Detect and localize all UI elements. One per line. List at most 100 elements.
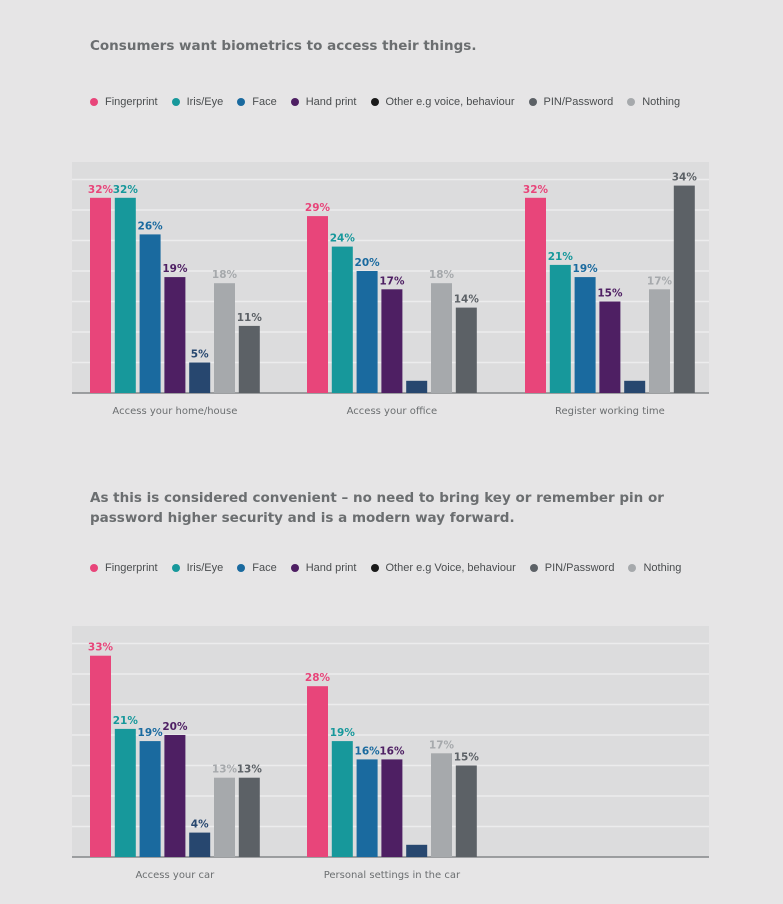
legend-item-pin-password: PIN/Password	[529, 562, 614, 574]
bar-nothing	[431, 753, 452, 857]
legend-label: PIN/Password	[543, 96, 614, 108]
data-label: 32%	[113, 184, 139, 196]
bar-hand-print	[599, 301, 621, 393]
bar-fingerprint	[307, 686, 328, 857]
legend-item-nothing: Nothing	[627, 96, 680, 108]
legend-swatch-nothing	[628, 564, 637, 572]
bar-hand-print	[164, 277, 186, 393]
bar-fingerprint	[90, 655, 111, 857]
bar-hand-print	[381, 289, 403, 393]
chart-title-1: Consumers want biometrics to access thei…	[90, 38, 477, 54]
bar-nothing	[649, 289, 670, 393]
data-label: 17%	[429, 739, 455, 751]
data-label: 34%	[672, 172, 698, 184]
bar-face	[139, 234, 161, 393]
category-label: Access your office	[347, 406, 438, 417]
data-label: 32%	[88, 184, 114, 196]
bar-fingerprint	[90, 197, 111, 393]
bar-hand-print	[381, 759, 403, 857]
legend-label: Fingerprint	[105, 96, 158, 108]
data-label: 15%	[597, 288, 623, 300]
legend-swatch-hand-print	[290, 98, 299, 106]
legend-swatch-fingerprint	[90, 564, 98, 572]
data-label: 19%	[330, 727, 356, 739]
legend-2: Fingerprint Iris/Eye Face Hand print Other e…	[90, 560, 695, 576]
legend-item-iris-eye: Iris/Eye	[171, 562, 224, 574]
legend-label: Iris/Eye	[186, 96, 224, 108]
bar-iris-eye	[114, 728, 136, 857]
legend-item-hand-print: Hand print	[290, 96, 357, 108]
bar-nothing	[214, 283, 235, 393]
bar-iris-eye	[331, 246, 353, 393]
legend-item-hand-print: Hand print	[290, 562, 357, 574]
legend-item-face: Face	[237, 562, 277, 574]
legend-swatch-other-e-g-voice-behaviour	[370, 564, 379, 572]
legend-1: Fingerprint Iris/Eye Face Hand print Other e…	[90, 94, 694, 110]
bar-fingerprint	[525, 197, 546, 393]
category-label: Access your car	[135, 870, 215, 881]
legend-label: Face	[252, 562, 277, 574]
bar-pin-password	[455, 307, 477, 393]
bar-other-e-g-voice-behaviour	[406, 844, 428, 857]
legend-item-other-e-g-voice-behaviour: Other e.g Voice, behaviour	[370, 562, 516, 574]
data-label: 21%	[548, 251, 574, 263]
bar-face	[356, 271, 378, 393]
data-label: 13%	[237, 764, 263, 776]
data-label: 18%	[429, 269, 455, 281]
data-label: 14%	[454, 294, 480, 306]
bar-other-e-g-voice-behaviour	[189, 832, 211, 857]
legend-item-other-e-g-voice-behaviour: Other e.g voice, behaviour	[370, 96, 515, 108]
legend-swatch-pin-password	[529, 564, 538, 572]
data-label: 4%	[191, 819, 209, 831]
bar-iris-eye	[114, 197, 136, 393]
legend-label: Iris/Eye	[186, 562, 224, 574]
data-label: 19%	[573, 263, 599, 275]
legend-swatch-face	[237, 564, 246, 572]
legend-item-fingerprint: Fingerprint	[90, 562, 158, 574]
bar-face	[574, 277, 596, 393]
chart-2: 33%21%19%20%4%13% 13%Access your car28%19…	[72, 626, 709, 881]
data-label: 33%	[88, 642, 114, 654]
data-label: 15%	[454, 752, 480, 764]
data-label: 20%	[355, 257, 381, 269]
bar-fingerprint	[307, 216, 328, 393]
data-label: 19%	[162, 263, 188, 275]
data-label: 17%	[647, 275, 673, 287]
legend-label: Hand print	[305, 562, 357, 574]
chart-1: 32% 32%26%19%5%18%11%Access your home/hou…	[72, 162, 709, 417]
bar-nothing	[214, 777, 235, 857]
data-label: 17%	[379, 275, 405, 287]
data-label: 21%	[113, 715, 139, 727]
legend-item-fingerprint: Fingerprint	[90, 96, 158, 108]
legend-label: Face	[252, 96, 277, 108]
bar-hand-print	[164, 735, 186, 857]
bar-iris-eye	[331, 741, 353, 857]
bar-iris-eye	[549, 264, 571, 393]
data-label: 18%	[212, 269, 238, 281]
legend-swatch-face	[237, 98, 246, 106]
bar-other-e-g-voice-behaviour	[406, 380, 428, 393]
legend-swatch-other-e-g-voice-behaviour	[370, 98, 379, 106]
bar-pin-password	[455, 765, 477, 857]
data-label: 16%	[355, 745, 381, 757]
legend-item-nothing: Nothing	[628, 562, 681, 574]
legend-item-face: Face	[237, 96, 277, 108]
legend-label: Fingerprint	[105, 562, 158, 574]
bar-nothing	[431, 283, 452, 393]
legend-swatch-iris-eye	[171, 98, 180, 106]
legend-label: Other e.g voice, behaviour	[385, 96, 515, 108]
data-label: 13%	[212, 764, 238, 776]
data-label: 29%	[305, 202, 331, 214]
bar-pin-password	[238, 777, 260, 857]
bar-face	[139, 741, 161, 857]
legend-label: Hand print	[305, 96, 357, 108]
data-label: 24%	[330, 233, 356, 245]
legend-swatch-pin-password	[528, 98, 537, 106]
bar-face	[356, 759, 378, 857]
legend-swatch-fingerprint	[90, 98, 98, 106]
legend-label: Other e.g Voice, behaviour	[385, 562, 516, 574]
bar-other-e-g-voice-behaviour	[624, 380, 646, 393]
data-label: 20%	[162, 721, 188, 733]
legend-label: Nothing	[643, 562, 682, 574]
legend-item-pin-password: PIN/Password	[528, 96, 614, 108]
